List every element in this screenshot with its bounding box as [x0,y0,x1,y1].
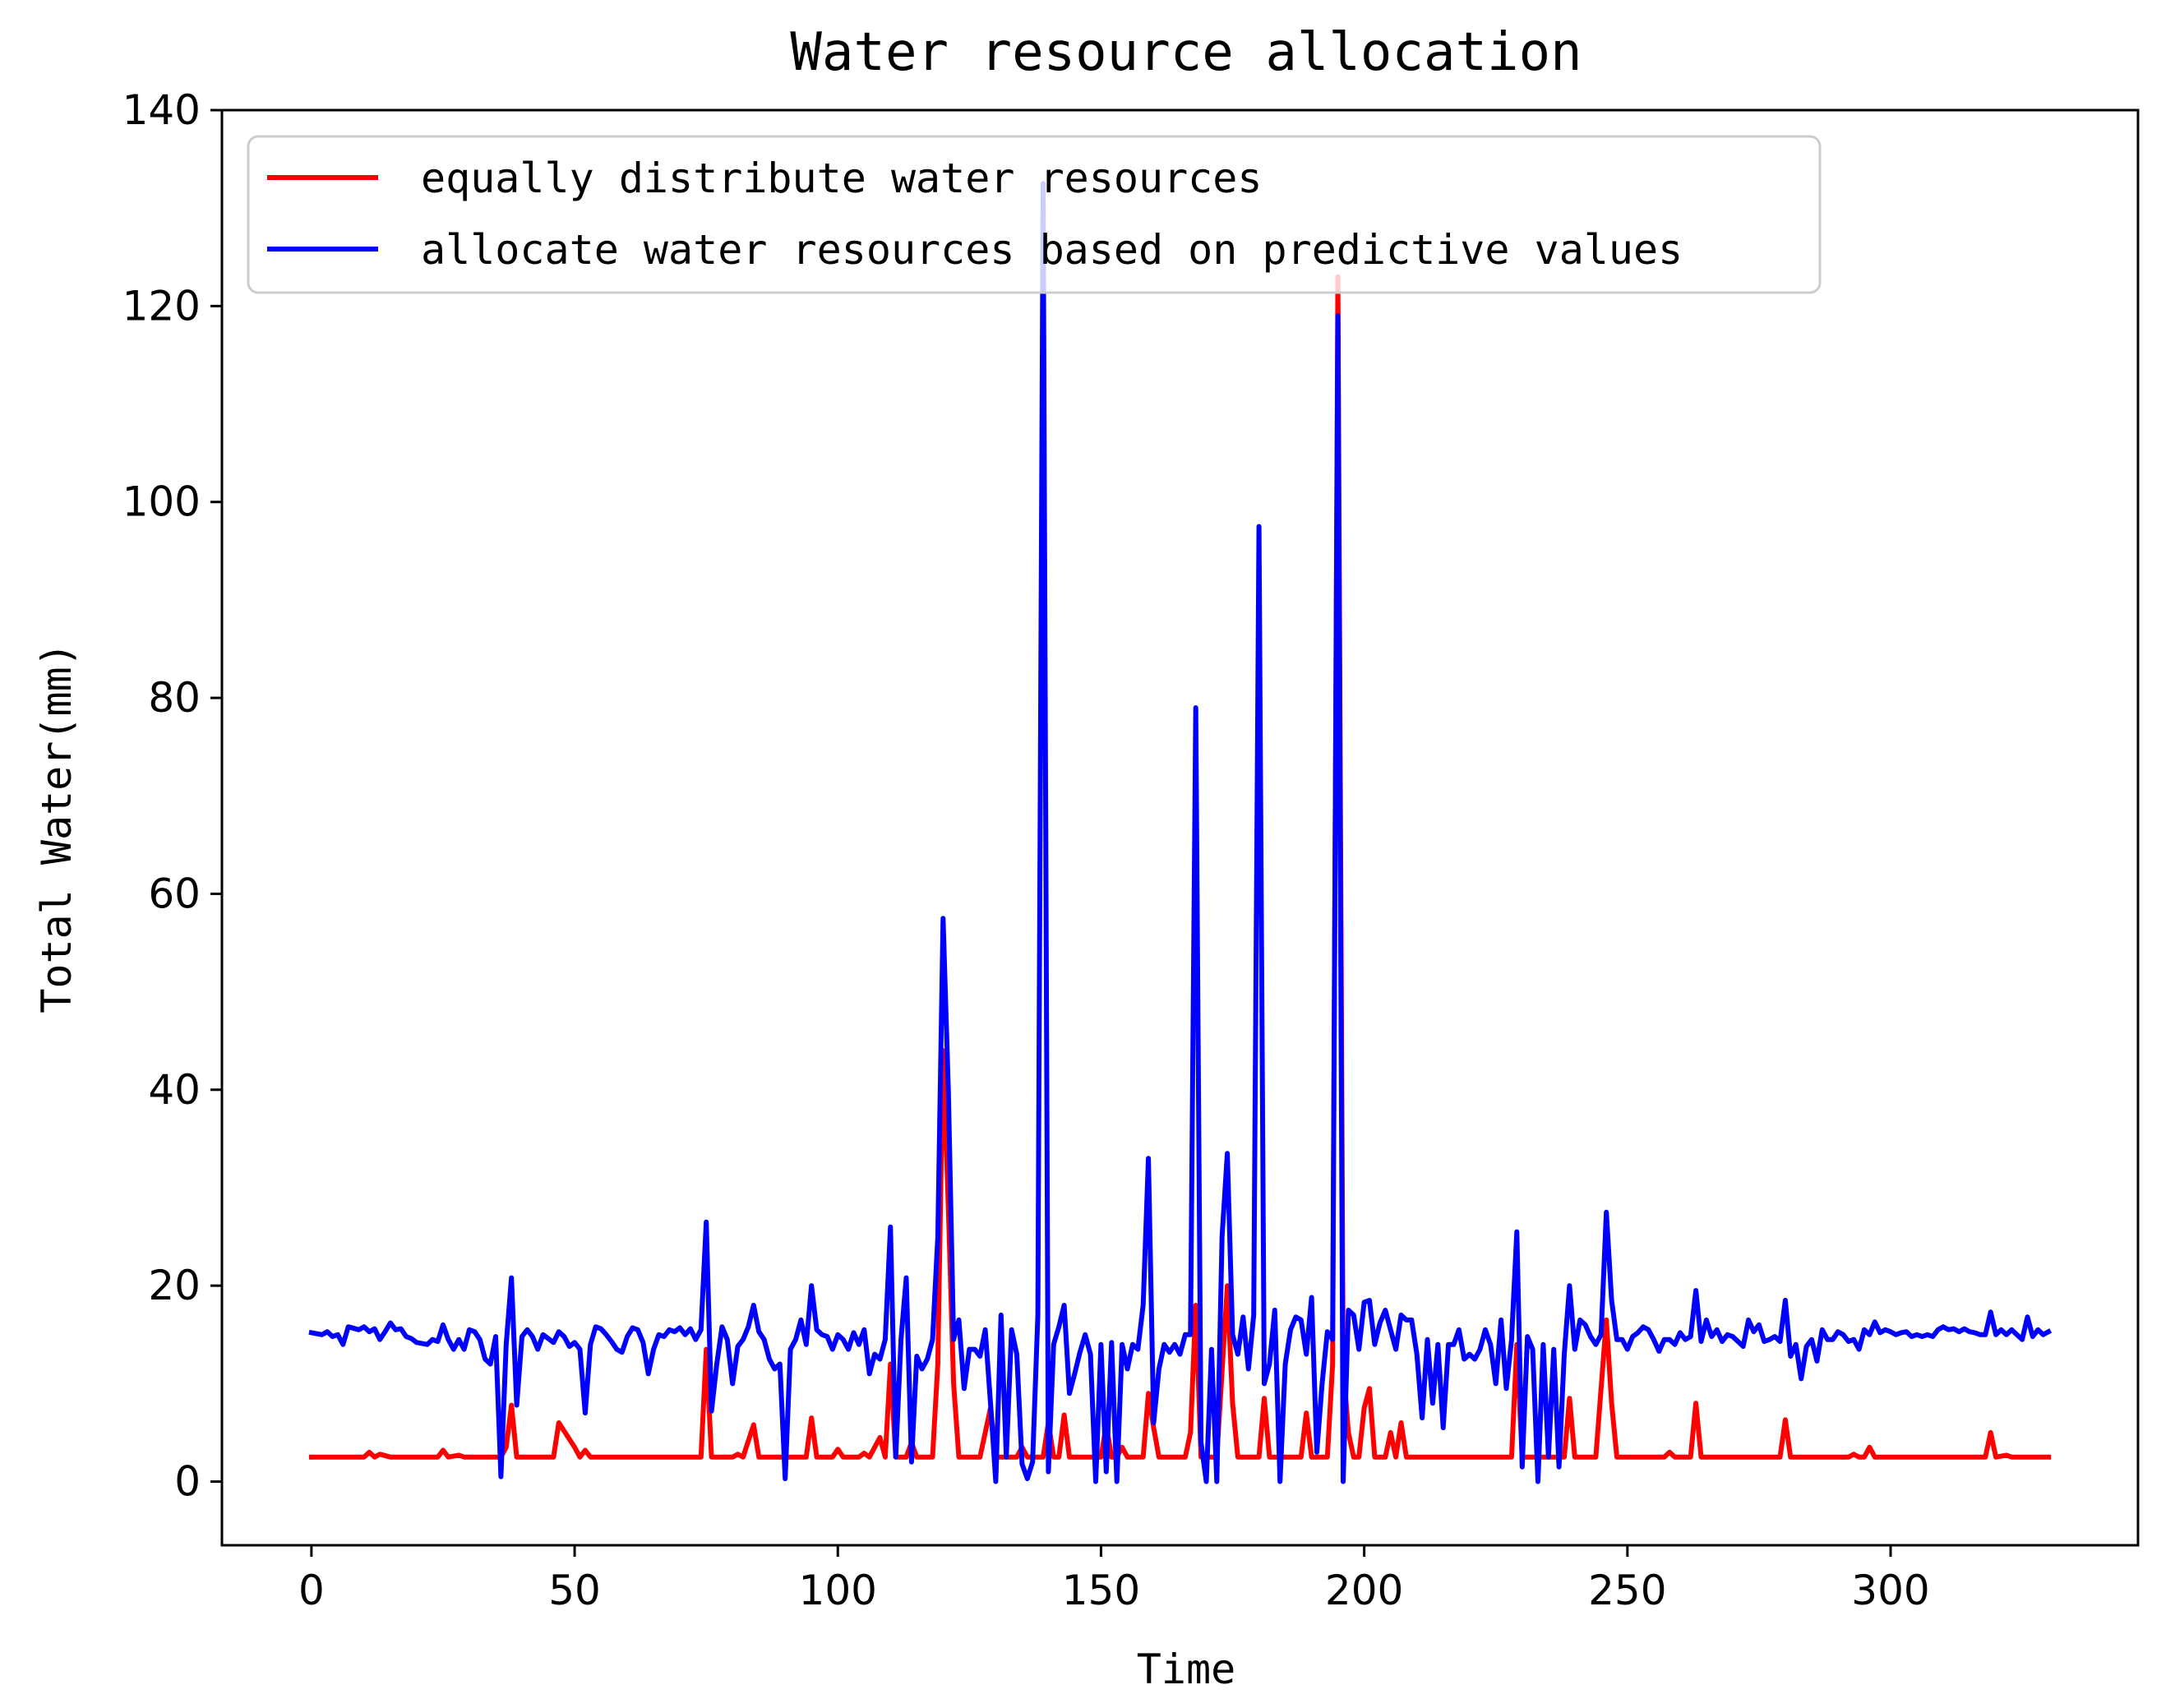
y-axis: 0 20 40 60 80 100 120 140 [122,86,222,1506]
y-axis-label: Total Water(mm) [33,642,81,1013]
x-tick-label: 0 [298,1567,325,1614]
y-tick-label: 140 [122,86,201,134]
y-tick-label: 120 [122,282,201,330]
x-tick-label: 50 [548,1567,601,1614]
x-tick-label: 150 [1062,1567,1140,1614]
x-tick-label: 300 [1851,1567,1929,1614]
legend-label-predictive: allocate water resources based on predic… [421,226,1683,274]
plot-frame [220,108,2140,1547]
series-layer [308,181,2053,1484]
y-tick-label: 100 [122,478,201,526]
y-tick-label: 80 [148,674,201,722]
legend: equally distribute water resources alloc… [247,135,1822,294]
series-line-1 [308,181,2053,1484]
y-tick-label: 40 [148,1066,201,1114]
x-axis: 0 50 100 150 200 250 300 [298,1545,1930,1614]
legend-box [247,135,1822,294]
x-axis-label: Time [1137,1646,1235,1693]
x-tick-label: 250 [1588,1567,1666,1614]
legend-label-equal: equally distribute water resources [421,155,1263,202]
y-tick-label: 60 [148,870,201,917]
x-tick-label: 200 [1325,1567,1403,1614]
y-tick-label: 20 [148,1262,201,1309]
chart-title: Water resource allocation [790,22,1582,83]
y-tick-label: 0 [174,1458,201,1506]
x-tick-label: 100 [799,1567,877,1614]
